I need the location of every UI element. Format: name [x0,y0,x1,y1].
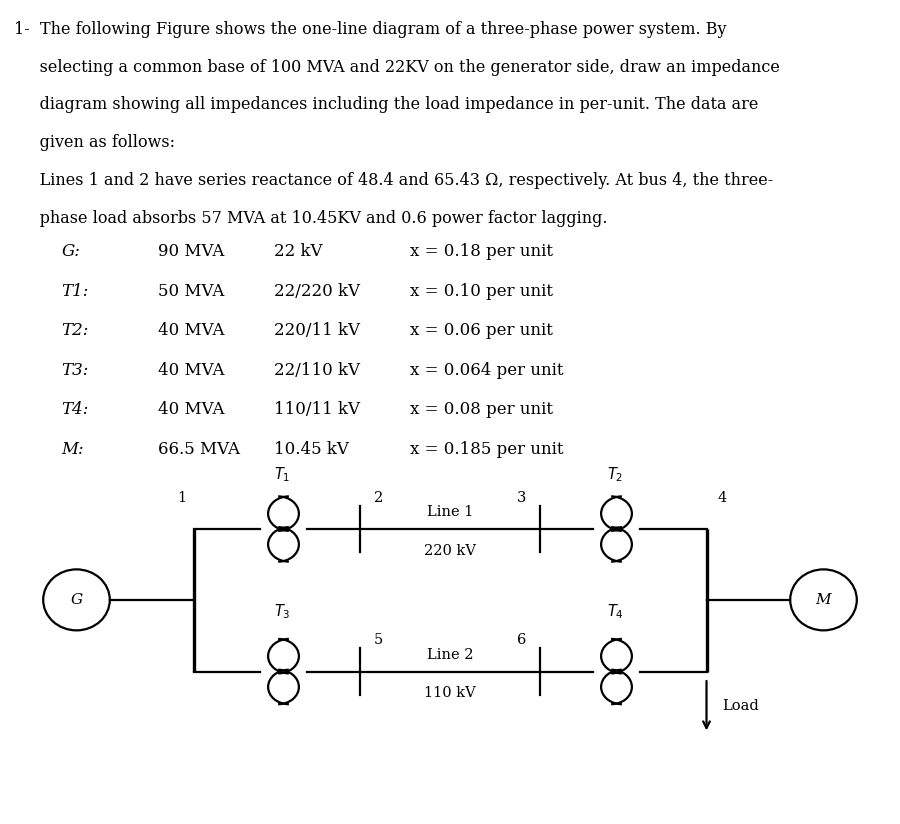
Text: x = 0.185 per unit: x = 0.185 per unit [410,441,563,458]
Text: 110/11 kV: 110/11 kV [274,401,361,419]
Text: 220 kV: 220 kV [424,544,476,558]
Text: 40 MVA: 40 MVA [158,362,224,379]
Text: 1-  The following Figure shows the one-line diagram of a three-phase power syste: 1- The following Figure shows the one-li… [14,21,726,38]
Text: 50 MVA: 50 MVA [158,283,224,300]
Text: M: M [815,593,832,606]
Text: $T_4$: $T_4$ [607,602,624,620]
Text: 40 MVA: 40 MVA [158,401,224,419]
Text: selecting a common base of 100 MVA and 22KV on the generator side, draw an imped: selecting a common base of 100 MVA and 2… [14,59,779,76]
Text: x = 0.10 per unit: x = 0.10 per unit [410,283,553,300]
Text: 90 MVA: 90 MVA [158,243,224,260]
Text: $T_1$: $T_1$ [274,465,290,484]
Text: phase load absorbs 57 MVA at 10.45KV and 0.6 power factor lagging.: phase load absorbs 57 MVA at 10.45KV and… [14,210,607,227]
Text: $T_2$: $T_2$ [607,465,623,484]
Text: 40 MVA: 40 MVA [158,322,224,339]
Text: Load: Load [723,699,760,713]
Text: 22 kV: 22 kV [274,243,323,260]
Text: x = 0.18 per unit: x = 0.18 per unit [410,243,553,260]
Text: T4:: T4: [61,401,88,419]
Text: 2: 2 [374,491,382,504]
Text: Line 1: Line 1 [427,505,473,519]
Text: G:: G: [61,243,80,260]
Text: M:: M: [61,441,84,458]
Text: T1:: T1: [61,283,88,300]
Text: 22/110 kV: 22/110 kV [274,362,361,379]
Text: 110 kV: 110 kV [424,686,476,700]
Text: T2:: T2: [61,322,88,339]
Text: x = 0.064 per unit: x = 0.064 per unit [410,362,563,379]
Text: 3: 3 [518,491,526,504]
Text: T3:: T3: [61,362,88,379]
Text: diagram showing all impedances including the load impedance in per-unit. The dat: diagram showing all impedances including… [14,96,758,114]
Text: 1: 1 [177,491,186,504]
Text: 22/220 kV: 22/220 kV [274,283,361,300]
Text: 220/11 kV: 220/11 kV [274,322,361,339]
Text: 10.45 kV: 10.45 kV [274,441,349,458]
Text: x = 0.06 per unit: x = 0.06 per unit [410,322,553,339]
Text: $T_3$: $T_3$ [274,602,290,620]
Text: Lines 1 and 2 have series reactance of 48.4 and 65.43 Ω, respectively. At bus 4,: Lines 1 and 2 have series reactance of 4… [14,172,773,190]
Text: 66.5 MVA: 66.5 MVA [158,441,239,458]
Text: G: G [70,593,83,606]
Text: x = 0.08 per unit: x = 0.08 per unit [410,401,553,419]
Text: 5: 5 [374,634,382,647]
Text: Line 2: Line 2 [427,648,473,662]
Text: 6: 6 [518,634,526,647]
Text: given as follows:: given as follows: [14,134,175,152]
Text: 4: 4 [717,491,726,504]
